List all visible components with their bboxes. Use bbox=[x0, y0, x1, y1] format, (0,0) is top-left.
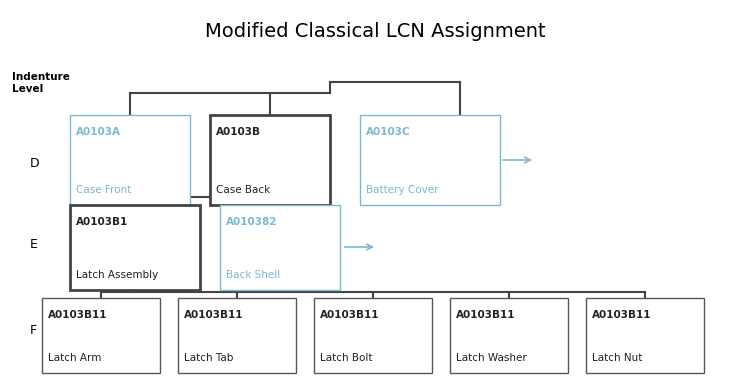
Text: Battery Cover: Battery Cover bbox=[366, 185, 439, 195]
Text: D: D bbox=[30, 156, 40, 170]
FancyBboxPatch shape bbox=[70, 115, 190, 205]
Text: E: E bbox=[30, 239, 38, 252]
FancyBboxPatch shape bbox=[178, 298, 296, 373]
FancyBboxPatch shape bbox=[210, 115, 330, 205]
Text: A0103B11: A0103B11 bbox=[48, 310, 107, 320]
FancyBboxPatch shape bbox=[314, 298, 432, 373]
Text: Latch Assembly: Latch Assembly bbox=[76, 270, 158, 280]
FancyBboxPatch shape bbox=[450, 298, 568, 373]
FancyBboxPatch shape bbox=[586, 298, 704, 373]
Text: Back Shell: Back Shell bbox=[226, 270, 280, 280]
Text: A0103B1: A0103B1 bbox=[76, 217, 128, 227]
Text: A0103C: A0103C bbox=[366, 127, 411, 137]
FancyBboxPatch shape bbox=[70, 205, 200, 290]
Text: Case Front: Case Front bbox=[76, 185, 131, 195]
Text: A0103B: A0103B bbox=[216, 127, 261, 137]
Text: A0103B11: A0103B11 bbox=[184, 310, 244, 320]
FancyBboxPatch shape bbox=[360, 115, 500, 205]
Text: Indenture
Level: Indenture Level bbox=[12, 72, 70, 94]
FancyBboxPatch shape bbox=[220, 205, 340, 290]
Text: Latch Washer: Latch Washer bbox=[456, 353, 526, 363]
Text: Case Back: Case Back bbox=[216, 185, 270, 195]
Text: Latch Arm: Latch Arm bbox=[48, 353, 101, 363]
Text: A0103A: A0103A bbox=[76, 127, 121, 137]
Text: Latch Bolt: Latch Bolt bbox=[320, 353, 373, 363]
Text: Latch Nut: Latch Nut bbox=[592, 353, 642, 363]
Text: A010382: A010382 bbox=[226, 217, 278, 227]
Text: A0103B11: A0103B11 bbox=[592, 310, 652, 320]
Text: A0103B11: A0103B11 bbox=[320, 310, 380, 320]
Text: A0103B11: A0103B11 bbox=[456, 310, 515, 320]
FancyBboxPatch shape bbox=[42, 298, 160, 373]
Text: Latch Tab: Latch Tab bbox=[184, 353, 233, 363]
Text: Modified Classical LCN Assignment: Modified Classical LCN Assignment bbox=[205, 22, 545, 41]
Text: F: F bbox=[30, 323, 37, 337]
